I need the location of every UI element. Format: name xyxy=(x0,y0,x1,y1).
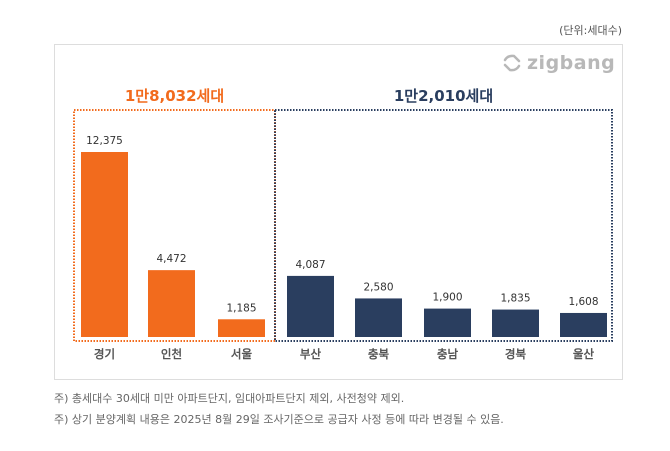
logo-text: zigbang xyxy=(527,52,616,74)
category-label: 인천 xyxy=(161,347,182,361)
zigbang-logo: zigbang xyxy=(502,52,615,74)
bar-충남 xyxy=(424,308,471,337)
group-total-label: 1만8,032세대 xyxy=(125,87,224,105)
group-box xyxy=(274,109,613,342)
data-label: 4,472 xyxy=(156,253,186,265)
data-label: 1,608 xyxy=(568,296,598,308)
category-label: 부산 xyxy=(300,347,322,361)
zigbang-logo-icon xyxy=(503,54,521,72)
bar-경북 xyxy=(492,309,539,337)
bar-인천 xyxy=(148,270,195,337)
data-label: 4,087 xyxy=(295,259,325,271)
footnote: 주) 총세대수 30세대 미만 아파트단지, 임대아파트단지 제외, 사전청약 … xyxy=(54,392,405,405)
bar-울산 xyxy=(560,312,607,337)
bar-충북 xyxy=(355,298,402,337)
bar-경기 xyxy=(81,152,128,337)
category-label: 경북 xyxy=(505,347,527,361)
data-label: 1,900 xyxy=(432,292,462,304)
bar-부산 xyxy=(287,275,334,337)
group-total-label: 1만2,010세대 xyxy=(394,87,493,105)
data-label: 1,835 xyxy=(500,293,530,305)
data-label: 12,375 xyxy=(86,135,123,147)
category-label: 경기 xyxy=(94,347,115,361)
category-label: 울산 xyxy=(573,347,595,361)
data-label: 1,185 xyxy=(226,302,256,314)
category-label: 서울 xyxy=(231,347,253,361)
unit-label: (단위:세대수) xyxy=(559,24,622,37)
category-label: 충남 xyxy=(437,347,459,361)
chart-frame xyxy=(54,44,623,380)
footnotes: 주) 총세대수 30세대 미만 아파트단지, 임대아파트단지 제외, 사전청약 … xyxy=(54,388,504,430)
footnote: 주) 상기 분양계획 내용은 2025년 8월 29일 조사기준으로 공급자 사… xyxy=(54,413,504,426)
bar-서울 xyxy=(218,319,265,337)
data-label: 2,580 xyxy=(363,281,393,293)
category-label: 충북 xyxy=(368,347,390,361)
